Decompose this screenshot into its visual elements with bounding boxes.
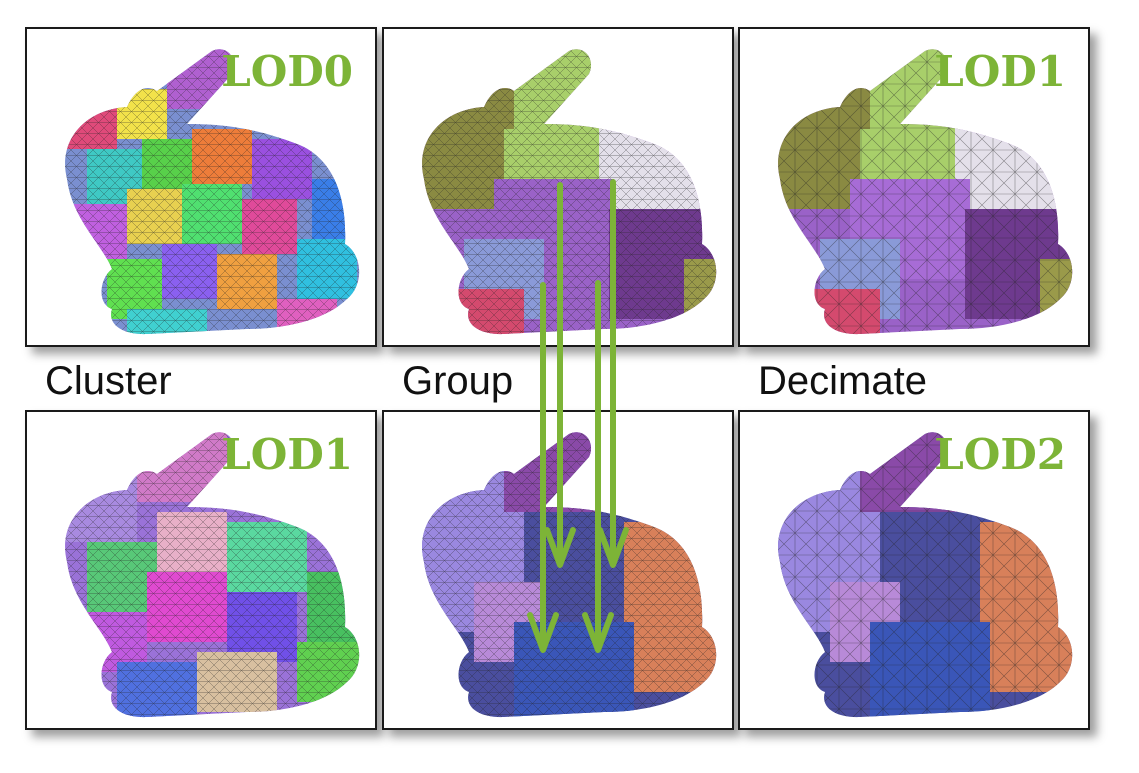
lod-label: LOD2 xyxy=(934,430,1066,479)
bunny-mesh-image xyxy=(65,49,360,335)
panel-decimate-lod1: LOD1 xyxy=(738,27,1090,347)
bunny-mesh-image xyxy=(65,432,360,718)
panel-decimate-lod2: LOD2 xyxy=(738,410,1090,730)
bunny-mesh-image xyxy=(778,49,1073,335)
lod-label: LOD0 xyxy=(221,47,353,96)
bunny-mesh-image xyxy=(422,432,717,718)
panel-cluster-lod0: LOD0 xyxy=(25,27,377,347)
step-label-cluster: Cluster xyxy=(45,359,172,403)
bunny-mesh-image xyxy=(778,432,1073,718)
bunny-mesh-image xyxy=(422,49,717,335)
lod-label: LOD1 xyxy=(221,430,353,479)
step-label-group: Group xyxy=(402,359,514,403)
panel-group-bottom xyxy=(382,410,734,730)
panel-cluster-lod1: LOD1 xyxy=(25,410,377,730)
step-label-decimate: Decimate xyxy=(758,359,927,403)
panel-group-top xyxy=(382,27,734,347)
lod-label: LOD1 xyxy=(934,47,1066,96)
